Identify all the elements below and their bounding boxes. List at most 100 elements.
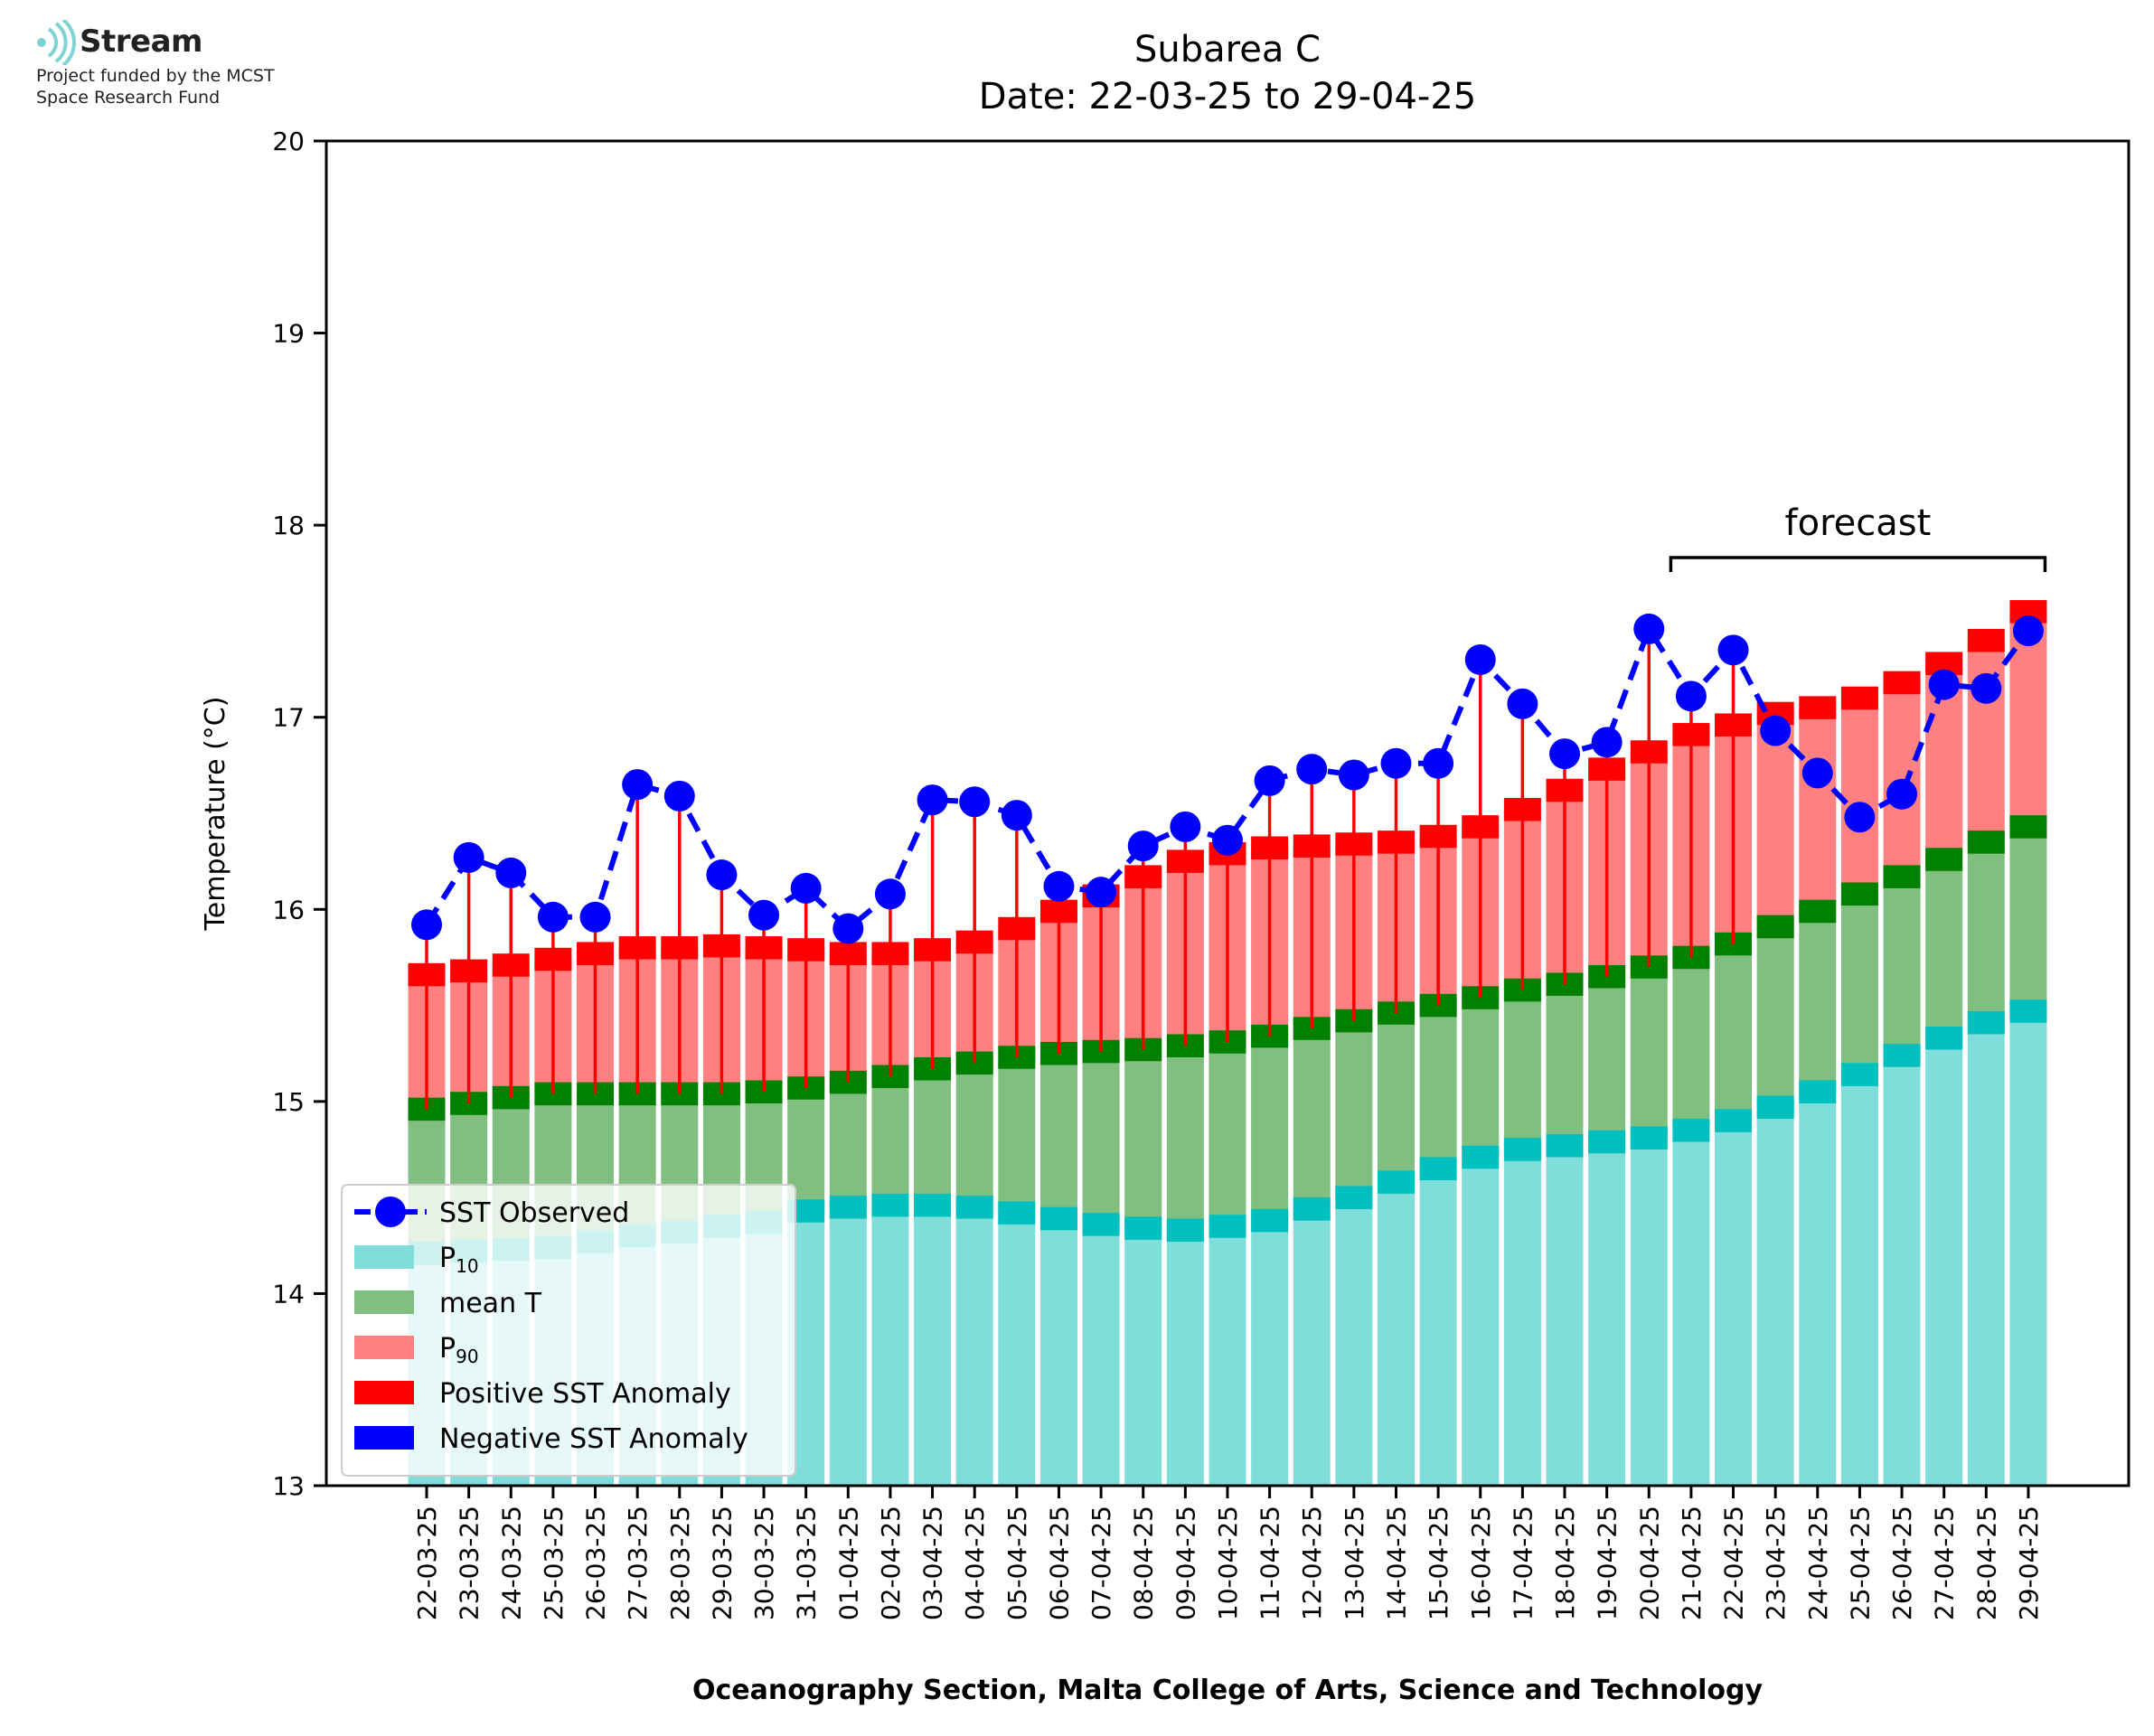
- sst-observed-point: [1591, 727, 1623, 758]
- p10-bar: [1503, 1150, 1541, 1486]
- legend-swatch: [354, 1290, 414, 1314]
- mean-t-bar: [1883, 877, 1921, 1056]
- p10-band: [1925, 1026, 1963, 1050]
- x-tick-label: 04-04-25: [960, 1506, 990, 1620]
- p10-band: [1335, 1186, 1373, 1209]
- sst-observed-point: [2012, 615, 2044, 647]
- mean-t-bar: [998, 1056, 1036, 1214]
- x-tick-label: 21-04-25: [1677, 1506, 1707, 1620]
- sst-observed-point: [1928, 669, 1960, 700]
- y-tick-label: 16: [272, 895, 305, 924]
- x-tick-label: 07-04-25: [1086, 1506, 1116, 1620]
- x-tick-label: 11-04-25: [1256, 1506, 1285, 1620]
- mean-t-bar: [1124, 1049, 1162, 1229]
- logo-subtitle: Project funded by the MCST Space Researc…: [36, 66, 275, 108]
- mean-t-band: [1840, 882, 1878, 906]
- legend-swatch: [354, 1426, 414, 1450]
- p10-band: [1209, 1215, 1246, 1238]
- x-tick-label: 05-04-25: [1002, 1506, 1032, 1620]
- mean-t-band: [1756, 915, 1794, 939]
- x-tick-label: 09-04-25: [1171, 1506, 1200, 1620]
- sst-observed-point: [1127, 830, 1159, 862]
- sst-observed-point: [663, 780, 695, 812]
- sst-observed-point: [1043, 870, 1075, 902]
- p90-bar: [2009, 611, 2047, 827]
- sst-observed-point: [1423, 747, 1454, 779]
- sst-observed-point: [411, 909, 442, 941]
- x-tick-label: 20-04-25: [1634, 1506, 1664, 1620]
- sst-observed-point: [1549, 738, 1581, 770]
- p10-band: [1715, 1109, 1753, 1132]
- x-tick-label: 27-03-25: [623, 1506, 653, 1620]
- p10-bar: [1799, 1092, 1837, 1486]
- mean-t-bar: [1672, 957, 1710, 1131]
- x-tick-label: 24-03-25: [496, 1506, 526, 1620]
- mean-t-bar: [1840, 894, 1878, 1075]
- p90-bar: [1756, 713, 1794, 927]
- mean-t-bar: [1209, 1041, 1246, 1227]
- x-tick-label: 12-04-25: [1297, 1506, 1327, 1620]
- sst-observed-point: [706, 859, 738, 891]
- y-tick-label: 17: [272, 703, 305, 733]
- legend-swatch: [354, 1381, 414, 1404]
- x-tick-label: 30-03-25: [749, 1506, 779, 1620]
- x-tick-label: 25-04-25: [1845, 1506, 1875, 1620]
- mean-t-bar: [955, 1063, 993, 1207]
- x-tick-label: 13-04-25: [1340, 1506, 1369, 1620]
- p10-bar: [1672, 1130, 1710, 1486]
- mean-t-bar: [1462, 998, 1500, 1158]
- y-tick-label: 15: [272, 1087, 305, 1117]
- anomaly-lines-layer: [425, 628, 1735, 1110]
- x-tick-label: 08-04-25: [1129, 1506, 1159, 1620]
- legend-swatch-marker: [375, 1196, 406, 1227]
- legend-label-subscript: 90: [456, 1346, 478, 1367]
- mean-t-bar: [1377, 1013, 1415, 1183]
- sst-observed-point: [453, 841, 484, 873]
- mean-t-bar: [1756, 926, 1794, 1108]
- p10-band: [1419, 1157, 1457, 1181]
- x-tick-label: 24-04-25: [1803, 1506, 1833, 1620]
- sst-observed-point: [1338, 759, 1369, 791]
- p10-band: [1124, 1216, 1162, 1240]
- mean-t-bar: [871, 1076, 909, 1206]
- x-tick-label: 31-03-25: [792, 1506, 822, 1620]
- mean-t-band: [2009, 815, 2047, 839]
- p10-bar: [1715, 1121, 1753, 1486]
- x-tick-label: 02-04-25: [876, 1506, 906, 1620]
- x-tick-label: 28-03-25: [665, 1506, 695, 1620]
- x-tick-label: 22-04-25: [1719, 1506, 1749, 1620]
- p10-bar: [1840, 1074, 1878, 1486]
- x-axis-label: Oceanography Section, Malta College of A…: [692, 1675, 1764, 1706]
- sst-observed-point: [1675, 680, 1707, 712]
- sst-observed-point: [1170, 811, 1201, 842]
- p10-band: [1082, 1213, 1120, 1236]
- p10-bar: [1588, 1141, 1626, 1486]
- mean-t-band: [1799, 899, 1837, 924]
- x-tick-label: 26-03-25: [581, 1506, 611, 1620]
- legend-label: Positive SST Anomaly: [439, 1378, 731, 1410]
- x-tick-label: 14-04-25: [1381, 1506, 1411, 1620]
- p10-bar: [1756, 1107, 1794, 1486]
- x-tick-label: 23-04-25: [1761, 1506, 1791, 1620]
- sst-observed-point: [1507, 688, 1538, 719]
- p10-bar: [1925, 1037, 1963, 1486]
- p10-band: [1166, 1218, 1204, 1243]
- p90-bar: [1840, 698, 1878, 895]
- p10-band: [998, 1201, 1036, 1225]
- sst-observed-point: [579, 901, 611, 933]
- x-tick-label: 22-03-25: [412, 1506, 442, 1620]
- p10-bar: [1462, 1157, 1500, 1486]
- p10-band: [1251, 1208, 1289, 1233]
- mean-t-bar: [1546, 984, 1584, 1146]
- sst-observed-point: [1801, 757, 1833, 789]
- sst-observed-point: [959, 786, 991, 818]
- p10-band: [871, 1193, 909, 1217]
- mean-t-bar: [829, 1082, 867, 1207]
- sst-observed-point: [1254, 765, 1285, 796]
- p10-bar: [1293, 1208, 1331, 1486]
- sst-observed-point: [1296, 754, 1328, 785]
- p10-bar: [1251, 1220, 1289, 1486]
- x-tick-label: 27-04-25: [1930, 1506, 1960, 1620]
- p10-bar: [1209, 1226, 1246, 1486]
